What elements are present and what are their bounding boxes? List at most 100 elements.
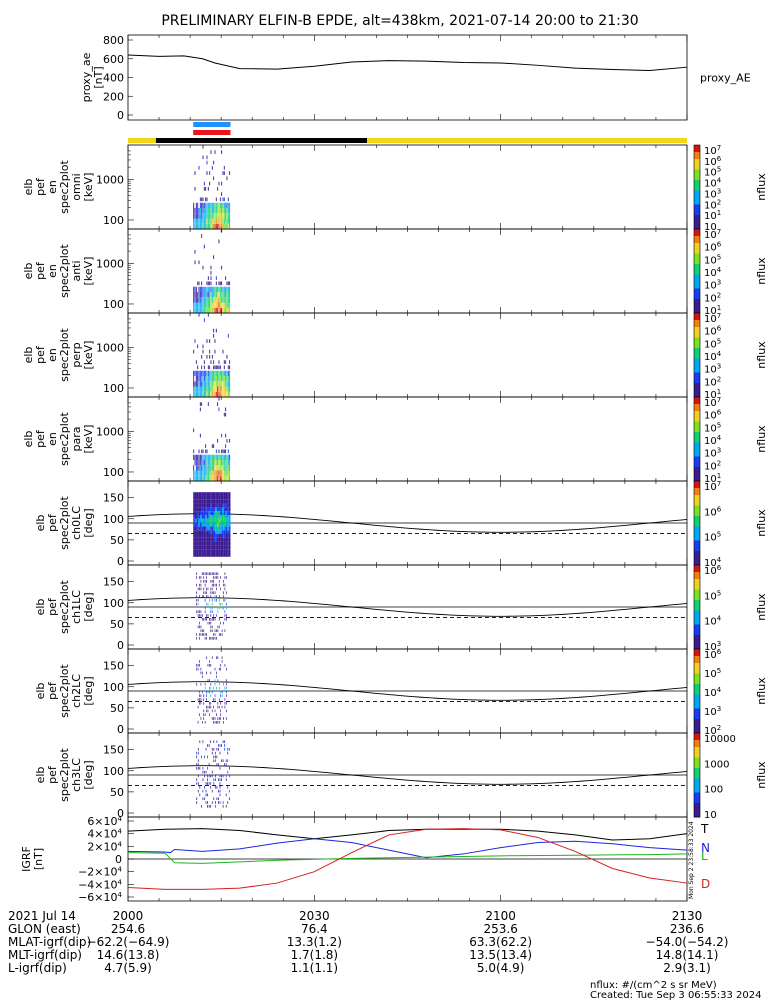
pa-spectrogram-cell	[197, 751, 199, 755]
pa-spectrogram-cell	[225, 549, 228, 553]
spectrogram-cell	[213, 286, 215, 292]
pa-spectrogram-cell	[200, 667, 202, 671]
spectrogram-cell	[218, 381, 220, 387]
spectrogram-cell	[201, 218, 203, 224]
spectrogram-cell	[197, 281, 199, 286]
spectrogram-cell	[209, 208, 211, 214]
pa-spectrogram-cell	[213, 499, 216, 504]
spectrogram-cell	[223, 218, 225, 224]
spectrogram-cell	[213, 376, 215, 382]
pa-spectrogram-cell	[200, 671, 202, 675]
ylabel-line: spec2plot	[58, 412, 71, 466]
pa-spectrogram-cell	[215, 533, 217, 538]
pa-spectrogram-cell	[193, 541, 195, 546]
spectrogram-cell	[210, 475, 212, 481]
spectrogram-cell	[213, 460, 215, 466]
pa-spectrogram-cell	[210, 785, 212, 789]
spectrogram-cell	[207, 370, 209, 376]
colorbar-swatch	[694, 295, 700, 300]
spectrogram-cell	[210, 465, 212, 471]
ylabel-line: ch0LC	[70, 506, 83, 540]
spectrogram-cell	[221, 465, 223, 471]
spectrogram-cell	[209, 376, 211, 382]
pa-spectrogram-cell	[218, 549, 221, 553]
spectrogram-cell	[218, 454, 220, 460]
spectrogram-cell	[223, 381, 225, 387]
pa-spectrogram-cell	[213, 717, 214, 720]
pa-spectrogram-cell	[228, 533, 231, 538]
spectrogram-cell	[226, 302, 228, 308]
pa-spectrogram-cell	[199, 636, 200, 640]
igrf-T-line	[127, 828, 688, 841]
spectrogram-cell	[206, 470, 208, 476]
spectrogram-cell	[213, 208, 215, 214]
spectrogram-cell	[226, 223, 228, 229]
xaxis-row-label: GLON (east)	[8, 922, 81, 936]
spectrogram-cell	[217, 202, 219, 208]
ylabel-line: omni	[70, 173, 83, 200]
pa-spectrogram-cell	[228, 511, 231, 515]
colorbar-swatch	[694, 771, 700, 776]
spectrogram-cell	[223, 166, 225, 170]
spectrogram-cell	[225, 444, 227, 448]
colorbar-swatch	[694, 551, 700, 555]
pa-spectrogram-cell	[211, 518, 214, 523]
pa-spectrogram-cell	[216, 797, 218, 801]
pa-spectrogram-cell	[220, 530, 223, 534]
ytick-label: −2×104	[78, 866, 122, 879]
spectrogram-cell	[209, 454, 211, 460]
colorbar-swatch	[694, 782, 700, 786]
spectrogram-cell	[195, 360, 197, 364]
pa-spectrogram-cell	[216, 522, 219, 527]
spectrogram-cell	[193, 475, 195, 481]
pa-spectrogram-cell	[204, 720, 206, 724]
spectrogram-cell	[222, 307, 224, 313]
pa-spectrogram-cell	[196, 507, 199, 512]
pa-spectrogram-cell	[202, 797, 204, 801]
ytick-label: 200	[103, 90, 124, 103]
pa-spectrogram-cell	[222, 545, 224, 550]
pa-spectrogram-cell	[211, 495, 214, 500]
ytick-label: 0	[117, 555, 124, 568]
pa-spectrogram-cell	[227, 507, 229, 512]
colorbar-tick-exponent: 7	[717, 396, 721, 404]
pa-spectrogram-cell	[199, 545, 202, 550]
pa-spectrogram-cell	[196, 751, 198, 755]
spectrogram-cell	[210, 360, 212, 364]
spectrogram-cell	[221, 265, 223, 270]
colorbar-swatch	[694, 607, 700, 611]
spectrogram-cell	[201, 302, 203, 308]
pa-spectrogram-cell	[193, 495, 195, 500]
pa-spectrogram-cell	[194, 552, 197, 557]
spectrogram-cell	[213, 465, 215, 471]
spectrogram-cell	[213, 213, 215, 219]
spectrogram-cell	[203, 297, 205, 303]
spectrogram-cell	[195, 376, 197, 382]
spectrogram-cell	[211, 391, 213, 397]
ylabel-line: ch2LC	[70, 674, 83, 708]
spectrogram-cell	[197, 213, 199, 219]
pa-spectrogram-cell	[205, 503, 207, 508]
pa-spectrogram-cell	[193, 549, 195, 553]
pa-spectrogram-cell	[222, 537, 224, 542]
pa-spectrogram-cell	[213, 633, 214, 636]
colorbar-swatch	[694, 593, 700, 597]
colorbar-tick-exponent: 4	[717, 350, 722, 358]
colorbar-swatch	[694, 565, 700, 569]
pa-spectrogram-cell	[199, 518, 202, 523]
colorbar-swatch	[694, 561, 700, 566]
spectrogram-cell	[199, 386, 201, 392]
ylabel-line: elb	[22, 347, 35, 364]
spectrogram-cell	[203, 286, 205, 292]
colorbar-swatch	[694, 334, 700, 338]
colorbar-swatch	[694, 516, 700, 520]
pa-spectrogram-cell	[217, 701, 219, 705]
pa-spectrogram-cell	[206, 572, 207, 576]
colorbar-label: nflux	[755, 173, 768, 201]
pa-spectrogram-cell	[196, 503, 199, 508]
pa-spectrogram-cell	[194, 514, 197, 519]
pa-spectrogram-cell	[202, 770, 204, 774]
spectrogram-cell	[217, 370, 219, 376]
spectrogram-cell	[209, 181, 211, 186]
colorbar-tick-label: 104	[704, 615, 722, 628]
